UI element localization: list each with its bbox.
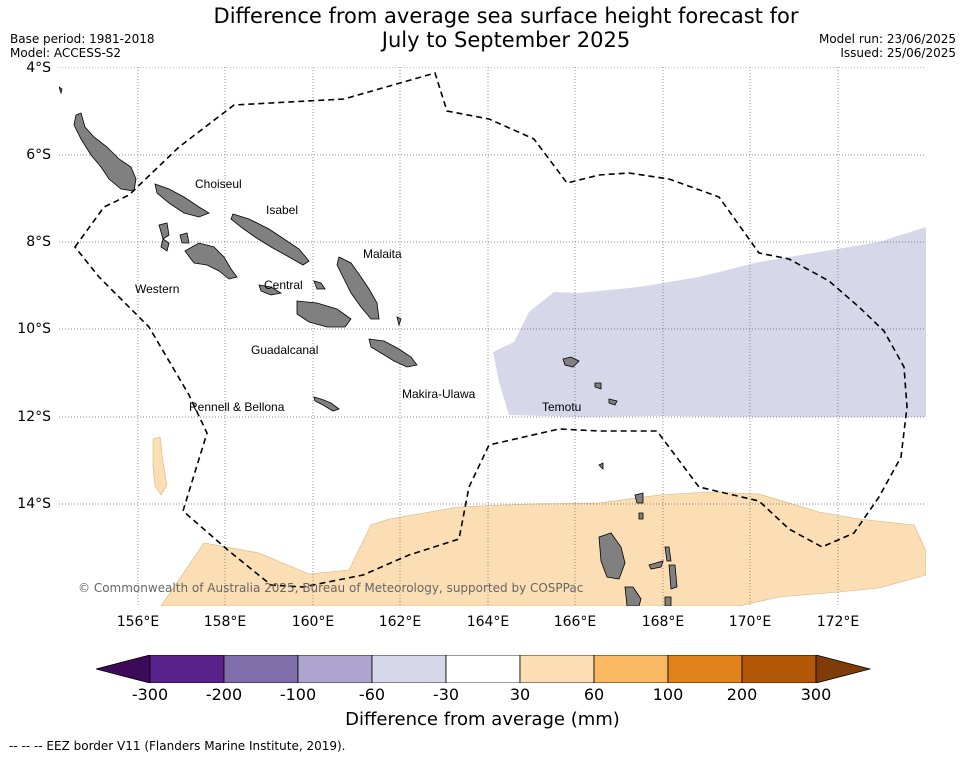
colorbar-segment (223, 655, 299, 683)
russell-islands (313, 280, 326, 290)
utupua-island (594, 382, 602, 390)
sea-level-map: Choiseul Isabel Malaita Western Central … (59, 67, 926, 606)
malaita-island (336, 256, 380, 320)
lon-label-162e: 162°E (378, 614, 422, 630)
isabel-island (230, 213, 310, 266)
choiseul-island (154, 183, 210, 218)
colorbar-extend-max (815, 655, 871, 683)
small-vanuatu-island (638, 512, 644, 520)
colorbar (96, 655, 871, 683)
province-label-western: Western (135, 282, 179, 296)
lon-label-164e: 164°E (466, 614, 510, 630)
colorbar-label: Difference from average (mm) (345, 709, 620, 730)
land-masses (59, 86, 678, 606)
rennell-island (313, 396, 340, 412)
colorbar-tick-100: 100 (652, 685, 684, 704)
map-title-line-1: Difference from average sea surface heig… (213, 4, 799, 28)
colorbar-tick-neg300: -300 (131, 685, 169, 704)
vanikoro-island (608, 398, 618, 406)
colorbar-tick-neg30: -30 (432, 685, 460, 704)
colorbar-tick-neg100: -100 (279, 685, 317, 704)
ranongga-island (160, 238, 170, 252)
lon-label-172e: 172°E (816, 614, 860, 630)
colorbar-extend-min (96, 655, 151, 683)
eez-legend-note: -- -- -- EEZ border V11 (Flanders Marine… (9, 739, 346, 753)
model-run-label: Model run: 23/06/2025 (818, 32, 956, 46)
lon-label-170e: 170°E (728, 614, 772, 630)
colorbar-segment (297, 655, 373, 683)
province-label-isabel: Isabel (266, 203, 298, 217)
vella-lavella-island (158, 222, 170, 240)
colorbar-tick-200: 200 (726, 685, 758, 704)
colorbar-segment (667, 655, 743, 683)
lat-label-6s: 6°S (26, 147, 51, 163)
nendo-island (562, 356, 580, 368)
colorbar-segment (519, 655, 595, 683)
lon-label-156e: 156°E (116, 614, 160, 630)
pentecost-island (668, 564, 678, 590)
lat-label-8s: 8°S (26, 234, 51, 250)
lat-label-4s: 4°S (26, 60, 51, 76)
colorbar-tick-60: 60 (583, 685, 605, 704)
negative-anomaly-region (493, 227, 926, 417)
bougainville-island (73, 112, 137, 192)
lon-label-160e: 160°E (291, 614, 335, 630)
colorbar-tick-30: 30 (509, 685, 531, 704)
colorbar-segment (445, 655, 521, 683)
province-label-guadalcanal: Guadalcanal (251, 343, 318, 357)
province-label-choiseul: Choiseul (195, 177, 242, 191)
banks-islands (634, 492, 644, 504)
colorbar-tick-neg200: -200 (205, 685, 243, 704)
lon-label-168e: 168°E (641, 614, 685, 630)
ambae-island (648, 560, 664, 570)
lat-label-10s: 10°S (17, 321, 51, 337)
florida-islands (258, 284, 283, 296)
makira-island (368, 338, 418, 368)
small-malaita-island (396, 316, 402, 327)
colorbar-tick-neg60: -60 (358, 685, 386, 704)
lat-label-12s: 12°S (17, 409, 51, 425)
malakula-island (624, 586, 642, 606)
base-period-label: Base period: 1981-2018 (10, 32, 155, 46)
lat-label-14s: 14°S (17, 496, 51, 512)
colorbar-tick-300: 300 (800, 685, 832, 704)
espiritu-santo-island (598, 532, 626, 580)
lon-label-158e: 158°E (203, 614, 247, 630)
western-islet (179, 232, 190, 244)
positive-anomaly-region-west (152, 436, 168, 496)
province-label-rennell-bellona: Rennell & Bellona (189, 400, 285, 414)
epi-island (664, 596, 672, 606)
province-label-temotu: Temotu (542, 400, 581, 414)
eez-border (73, 72, 908, 588)
colorbar-segment (371, 655, 447, 683)
colorbar-segment (149, 655, 225, 683)
buka-island (59, 86, 63, 95)
colorbar-segment (593, 655, 669, 683)
torres-islands (598, 462, 604, 470)
issued-label: Issued: 25/06/2025 (840, 46, 956, 60)
province-label-malaita: Malaita (363, 247, 402, 261)
model-label: Model: ACCESS-S2 (10, 46, 122, 60)
map-title-line-2: July to September 2025 (381, 28, 631, 52)
copyright-notice: © Commonwealth of Australia 2025, Bureau… (78, 581, 583, 595)
new-georgia-island (184, 242, 238, 280)
maewo-island (664, 546, 672, 562)
lon-label-166e: 166°E (553, 614, 597, 630)
province-label-central: Central (264, 278, 303, 292)
province-label-makira-ulawa: Makira-Ulawa (402, 387, 476, 401)
colorbar-segment (741, 655, 817, 683)
guadalcanal-island (296, 300, 352, 328)
graticule (59, 67, 926, 606)
